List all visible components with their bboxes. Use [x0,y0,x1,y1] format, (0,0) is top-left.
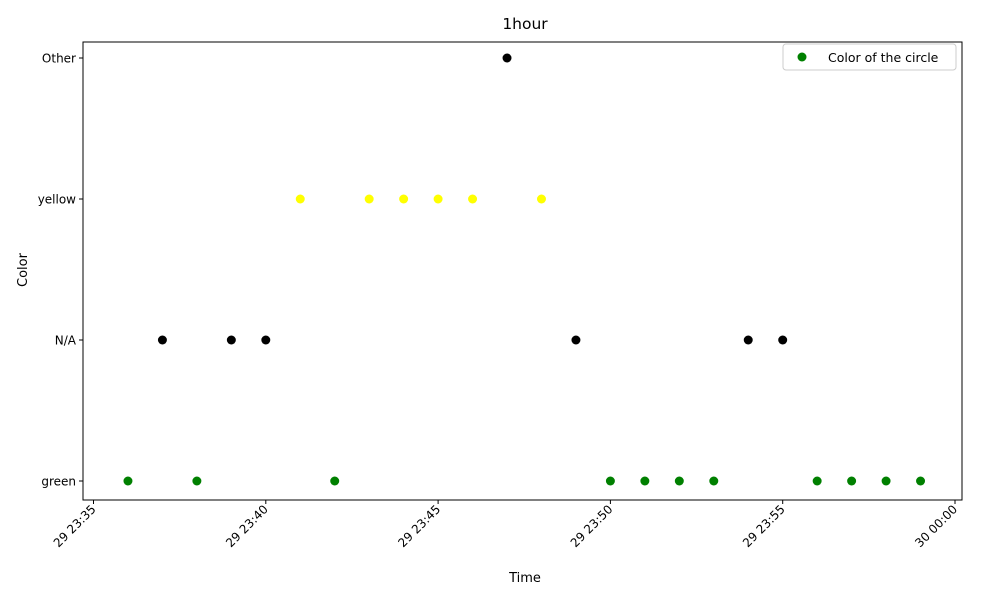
data-point [330,476,340,486]
legend-frame [782,43,957,71]
data-point [605,476,615,486]
y-axis-label: Color [16,252,31,287]
legend-marker [797,52,807,62]
data-point [640,476,650,486]
data-point [295,194,305,204]
data-point [157,335,167,345]
data-point [881,476,891,486]
chart-title: 1hour [502,15,548,33]
data-point [364,194,374,204]
data-point [123,476,133,486]
data-point [502,53,512,63]
data-point [571,335,581,345]
data-point [468,194,478,204]
legend-label: Color of the circle [828,50,939,65]
axes-frame [82,41,963,501]
y-tick-label: N/A [55,334,77,348]
data-point [399,194,409,204]
data-point [778,335,788,345]
y-tick-label: Other [42,52,76,66]
data-point [536,194,546,204]
y-tick-label: yellow [38,193,76,207]
data-point [674,476,684,486]
data-point [709,476,719,486]
data-point [433,194,443,204]
legend: Color of the circle [782,43,957,71]
x-axis-label: Time [508,571,541,586]
data-point [261,335,271,345]
data-point [916,476,926,486]
data-point [226,335,236,345]
y-tick-label: green [41,475,76,489]
data-point [192,476,202,486]
data-point [743,335,753,345]
data-point [847,476,857,486]
data-point [812,476,822,486]
